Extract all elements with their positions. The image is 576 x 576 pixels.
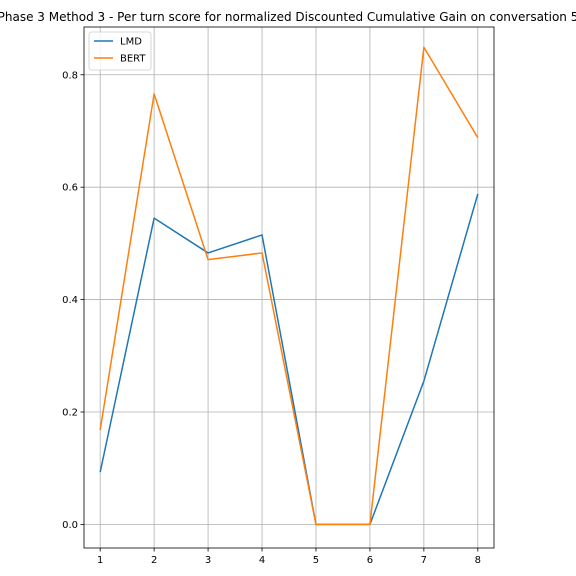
x-axis-ticks: 1 2 3 4 5 6 7 8 xyxy=(97,548,481,566)
y-tick-label: 0.8 xyxy=(62,70,78,81)
series-lines xyxy=(99,46,479,526)
x-tick-label: 8 xyxy=(475,555,481,566)
grid xyxy=(84,27,494,548)
x-tick-label: 2 xyxy=(151,555,157,566)
legend-label: LMD xyxy=(120,37,142,48)
y-tick-label: 0.4 xyxy=(62,295,78,306)
series-line-lmd xyxy=(99,193,479,526)
x-tick-label: 1 xyxy=(97,555,103,566)
x-tick-label: 4 xyxy=(259,555,265,566)
y-tick-label: 0.0 xyxy=(62,520,78,531)
x-tick-label: 5 xyxy=(313,555,319,566)
x-tick-label: 3 xyxy=(205,555,211,566)
y-tick-label: 0.2 xyxy=(62,407,78,418)
y-axis-ticks: 0.0 0.2 0.4 0.6 0.8 xyxy=(62,70,84,531)
plot-area-frame xyxy=(83,26,495,549)
y-tick-label: 0.6 xyxy=(62,183,78,194)
legend-label: BERT xyxy=(120,54,146,65)
x-tick-label: 7 xyxy=(421,555,427,566)
chart-title: Phase 3 Method 3 - Per turn score for no… xyxy=(0,10,576,24)
legend: LMD BERT xyxy=(88,31,152,71)
series-line-bert xyxy=(99,46,479,526)
x-tick-label: 6 xyxy=(367,555,373,566)
